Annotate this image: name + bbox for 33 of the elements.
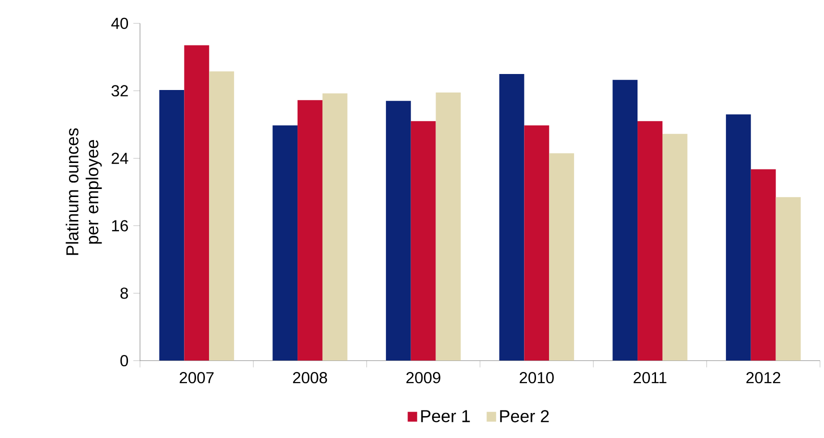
bar <box>524 125 550 361</box>
bar <box>410 121 436 361</box>
bar <box>298 100 322 361</box>
y-tick-label: 16 <box>112 220 128 232</box>
bar <box>638 121 662 361</box>
bar <box>750 169 776 361</box>
bar <box>726 114 751 361</box>
x-tick-label: 2010 <box>520 372 554 384</box>
x-tick-label: 2012 <box>746 372 780 384</box>
bar <box>662 134 688 361</box>
bar <box>184 45 210 361</box>
x-tick-label: 2009 <box>406 372 440 384</box>
y-tick-label: 40 <box>111 18 128 29</box>
bar <box>612 80 638 361</box>
bar <box>386 100 411 361</box>
legend-label: Peer 1 <box>421 410 470 422</box>
bar <box>549 153 574 361</box>
y-tick-label: 8 <box>120 288 128 299</box>
bar <box>159 90 184 361</box>
y-axis-title: Platinum ounces per employee <box>66 128 102 255</box>
y-tick-label: 24 <box>112 152 128 164</box>
y-tick-label: 32 <box>112 85 128 96</box>
x-tick-label: 2007 <box>180 372 214 384</box>
legend-label: Peer 2 <box>500 410 549 422</box>
bar <box>209 71 234 361</box>
x-tick-label: 2008 <box>293 372 328 384</box>
bar <box>322 93 348 361</box>
x-tick-label: 2011 <box>634 372 666 384</box>
bar <box>776 197 801 361</box>
bar <box>499 74 524 361</box>
bar <box>272 125 298 361</box>
bar <box>436 92 461 361</box>
y-tick-label: 0 <box>120 355 128 366</box>
